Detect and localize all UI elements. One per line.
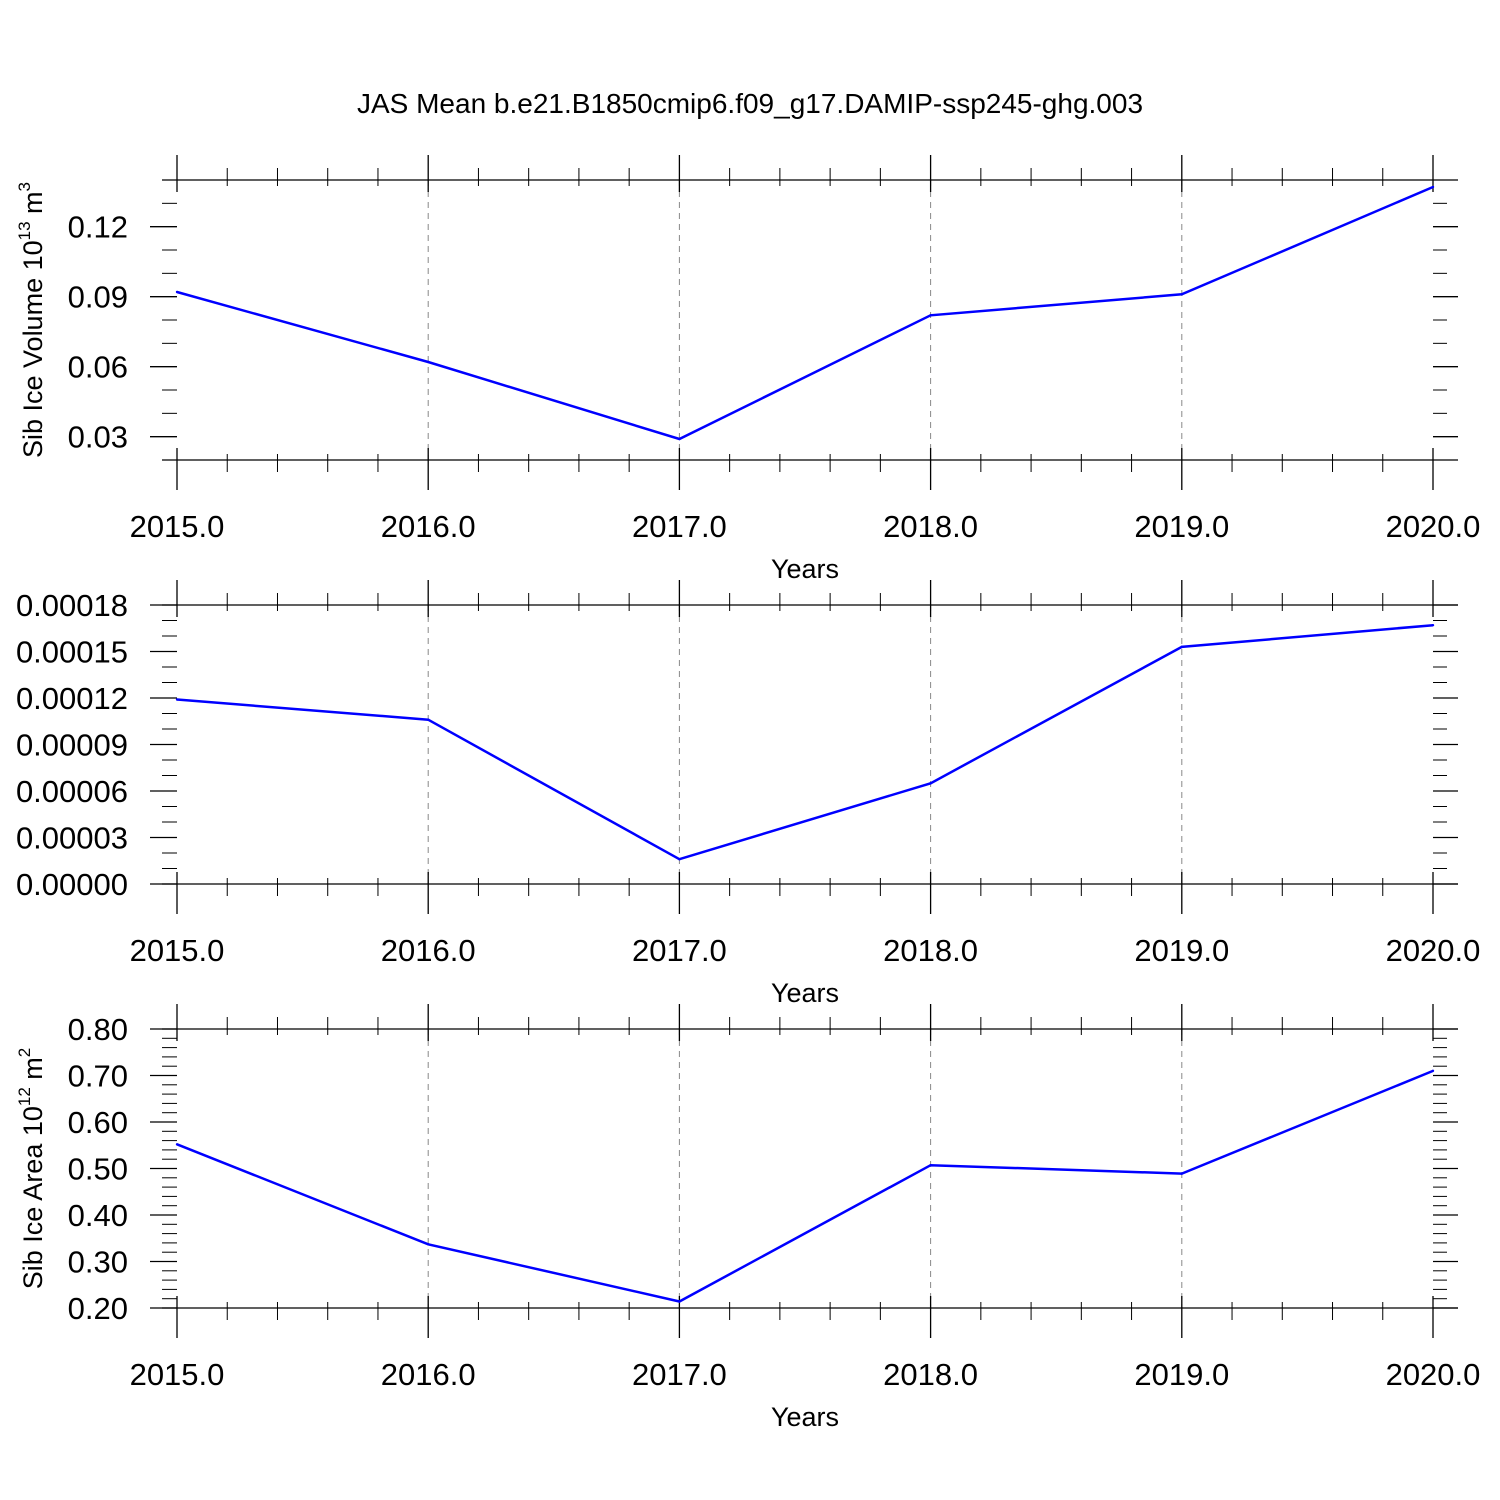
y-tick-label: 0.40 bbox=[68, 1198, 128, 1233]
data-point bbox=[175, 698, 179, 701]
y-tick-label: 0.06 bbox=[68, 350, 128, 385]
x-tick-label: 2018.0 bbox=[883, 509, 978, 544]
data-point bbox=[1180, 645, 1184, 649]
y-tick-label: 0.12 bbox=[68, 210, 128, 245]
data-point bbox=[1431, 1069, 1435, 1073]
y-tick-label: 0.00009 bbox=[16, 728, 128, 763]
data-point bbox=[175, 1143, 179, 1146]
x-tick-label: 2015.0 bbox=[130, 509, 225, 544]
x-tick-label: 2015.0 bbox=[130, 1357, 225, 1392]
x-tick-label: 2016.0 bbox=[381, 933, 476, 968]
x-tick-label: 2017.0 bbox=[632, 933, 727, 968]
y-tick-label: 0.50 bbox=[68, 1152, 128, 1187]
x-tick-label: 2015.0 bbox=[130, 933, 225, 968]
data-point bbox=[427, 360, 430, 364]
data-point bbox=[1180, 1172, 1184, 1175]
y-tick-label: 0.00000 bbox=[16, 867, 128, 902]
x-tick-label: 2016.0 bbox=[381, 1357, 476, 1392]
data-point bbox=[175, 290, 179, 294]
x-tick-label: 2018.0 bbox=[883, 1357, 978, 1392]
y-tick-label: 0.60 bbox=[68, 1105, 128, 1140]
x-tick-label: 2019.0 bbox=[1134, 1357, 1229, 1392]
x-axis-label: Years bbox=[771, 554, 839, 584]
chart-panel-3: 0.20 0.30 0.40 0.50 0.60 0.70 0.80 2015.0 2016.0… bbox=[15, 1004, 1480, 1432]
y-tick-label: 0.00012 bbox=[16, 681, 128, 716]
data-point bbox=[1180, 293, 1184, 296]
y-tick-label: 0.03 bbox=[68, 420, 128, 455]
x-tick-label: 2020.0 bbox=[1386, 509, 1481, 544]
data-point bbox=[1431, 185, 1435, 189]
y-tick-label: 0.00006 bbox=[16, 774, 128, 809]
y-tick-label: 0.09 bbox=[68, 280, 128, 315]
x-axis-label: Years bbox=[771, 978, 839, 1008]
page-title: JAS Mean b.e21.B1850cmip6.f09_g17.DAMIP-… bbox=[356, 88, 1144, 119]
x-tick-label: 2019.0 bbox=[1134, 509, 1229, 544]
data-point bbox=[929, 782, 932, 785]
y-tick-label: 0.80 bbox=[68, 1012, 128, 1047]
y-tick-label: 0.00015 bbox=[16, 635, 128, 670]
x-tick-label: 2020.0 bbox=[1386, 1357, 1481, 1392]
data-point bbox=[929, 314, 932, 317]
y-axis-label: Sib Ice Volume 1013 m3 bbox=[15, 182, 48, 458]
y-axis-label: Sib Ice Area 1012 m2 bbox=[15, 1048, 48, 1290]
x-axis-label: Years bbox=[771, 1402, 839, 1432]
series-line-1 bbox=[176, 185, 1434, 441]
y-tick-label: 0.00018 bbox=[16, 588, 128, 623]
chart-panel-2: 0.00000 0.00003 0.00006 0.00009 0.00012 0.000… bbox=[16, 580, 1480, 1008]
series-line-1 bbox=[176, 623, 1434, 861]
x-tick-label: 2020.0 bbox=[1386, 933, 1481, 968]
x-tick-label: 2016.0 bbox=[381, 509, 476, 544]
y-tick-label: 0.20 bbox=[68, 1291, 128, 1326]
data-point bbox=[678, 858, 681, 861]
x-tick-label: 2017.0 bbox=[632, 1357, 727, 1392]
y-tick-label: 0.70 bbox=[68, 1059, 128, 1094]
data-point bbox=[678, 1300, 681, 1303]
data-point bbox=[427, 1243, 430, 1246]
chart-panel-1: 0.03 0.06 0.09 0.12 2015.0 2016.0 2017.0 2018.0… bbox=[15, 155, 1480, 584]
y-tick-label: 0.30 bbox=[68, 1245, 128, 1280]
x-tick-label: 2018.0 bbox=[883, 933, 978, 968]
series-line-1 bbox=[176, 1069, 1434, 1303]
data-point bbox=[678, 437, 681, 441]
data-point bbox=[929, 1164, 932, 1167]
y-tick-label: 0.00003 bbox=[16, 821, 128, 856]
data-point bbox=[427, 718, 430, 721]
data-point bbox=[1431, 623, 1435, 627]
x-tick-label: 2017.0 bbox=[632, 509, 727, 544]
x-tick-label: 2019.0 bbox=[1134, 933, 1229, 968]
